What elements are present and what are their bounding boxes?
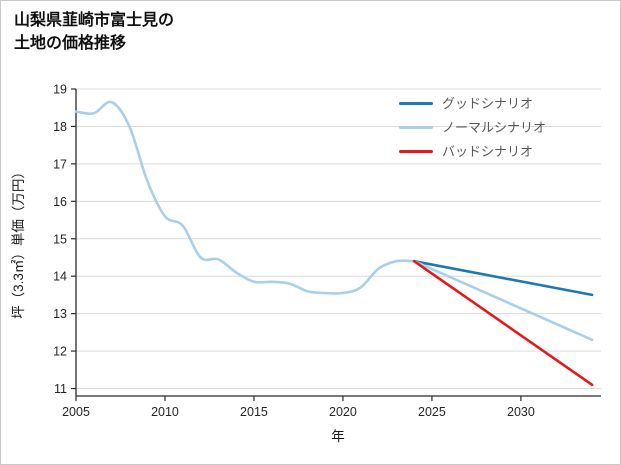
legend-item-bad: バッドシナリオ	[399, 143, 546, 160]
x-tick-label: 2010	[151, 405, 179, 419]
x-tick-label: 2025	[418, 405, 446, 419]
axes: 2005 2010 2015 2020 2025 2030 11 12 13 14 15 16 17 18…	[53, 83, 601, 419]
x-tick-label: 2005	[62, 405, 90, 419]
legend-label-normal: ノーマルシナリオ	[442, 120, 547, 135]
y-tick-label: 12	[53, 345, 67, 359]
y-tick-label: 17	[53, 157, 67, 171]
legend-label-good: グッドシナリオ	[442, 96, 534, 111]
y-tick-label: 16	[53, 195, 67, 209]
series-line-history	[74, 100, 416, 295]
legend-item-good: グッドシナリオ	[399, 95, 546, 112]
y-tick-label: 14	[53, 270, 67, 284]
legend-line-swatch-normal	[399, 126, 433, 129]
plot-series	[74, 100, 594, 387]
y-tick-label: 18	[53, 120, 67, 134]
y-tick-label: 11	[54, 382, 67, 396]
legend-label-bad: バッドシナリオ	[442, 144, 534, 159]
gridlines	[76, 88, 601, 390]
page-title: 山梨県韮崎市富士見の 土地の価格推移	[14, 12, 175, 53]
x-axis-label: 年	[331, 429, 345, 444]
y-tick-label: 19	[53, 83, 67, 97]
series-line-bad	[412, 259, 594, 387]
chart-legend: グッドシナリオ ノーマルシナリオ バッドシナリオ	[399, 95, 546, 160]
legend-line-swatch-bad	[399, 150, 433, 153]
y-tick-label: 13	[53, 307, 67, 321]
x-tick-label: 2020	[329, 405, 357, 419]
series-line-normal	[412, 259, 594, 342]
x-tick-label: 2015	[240, 405, 268, 419]
y-tick-label: 15	[53, 232, 67, 246]
legend-item-normal: ノーマルシナリオ	[399, 119, 546, 136]
series-line-good	[412, 259, 594, 297]
y-axis-label: 坪（3.3㎡）単価（万円）	[11, 165, 26, 319]
legend-line-swatch-good	[399, 102, 433, 105]
x-tick-label: 2030	[507, 405, 535, 419]
